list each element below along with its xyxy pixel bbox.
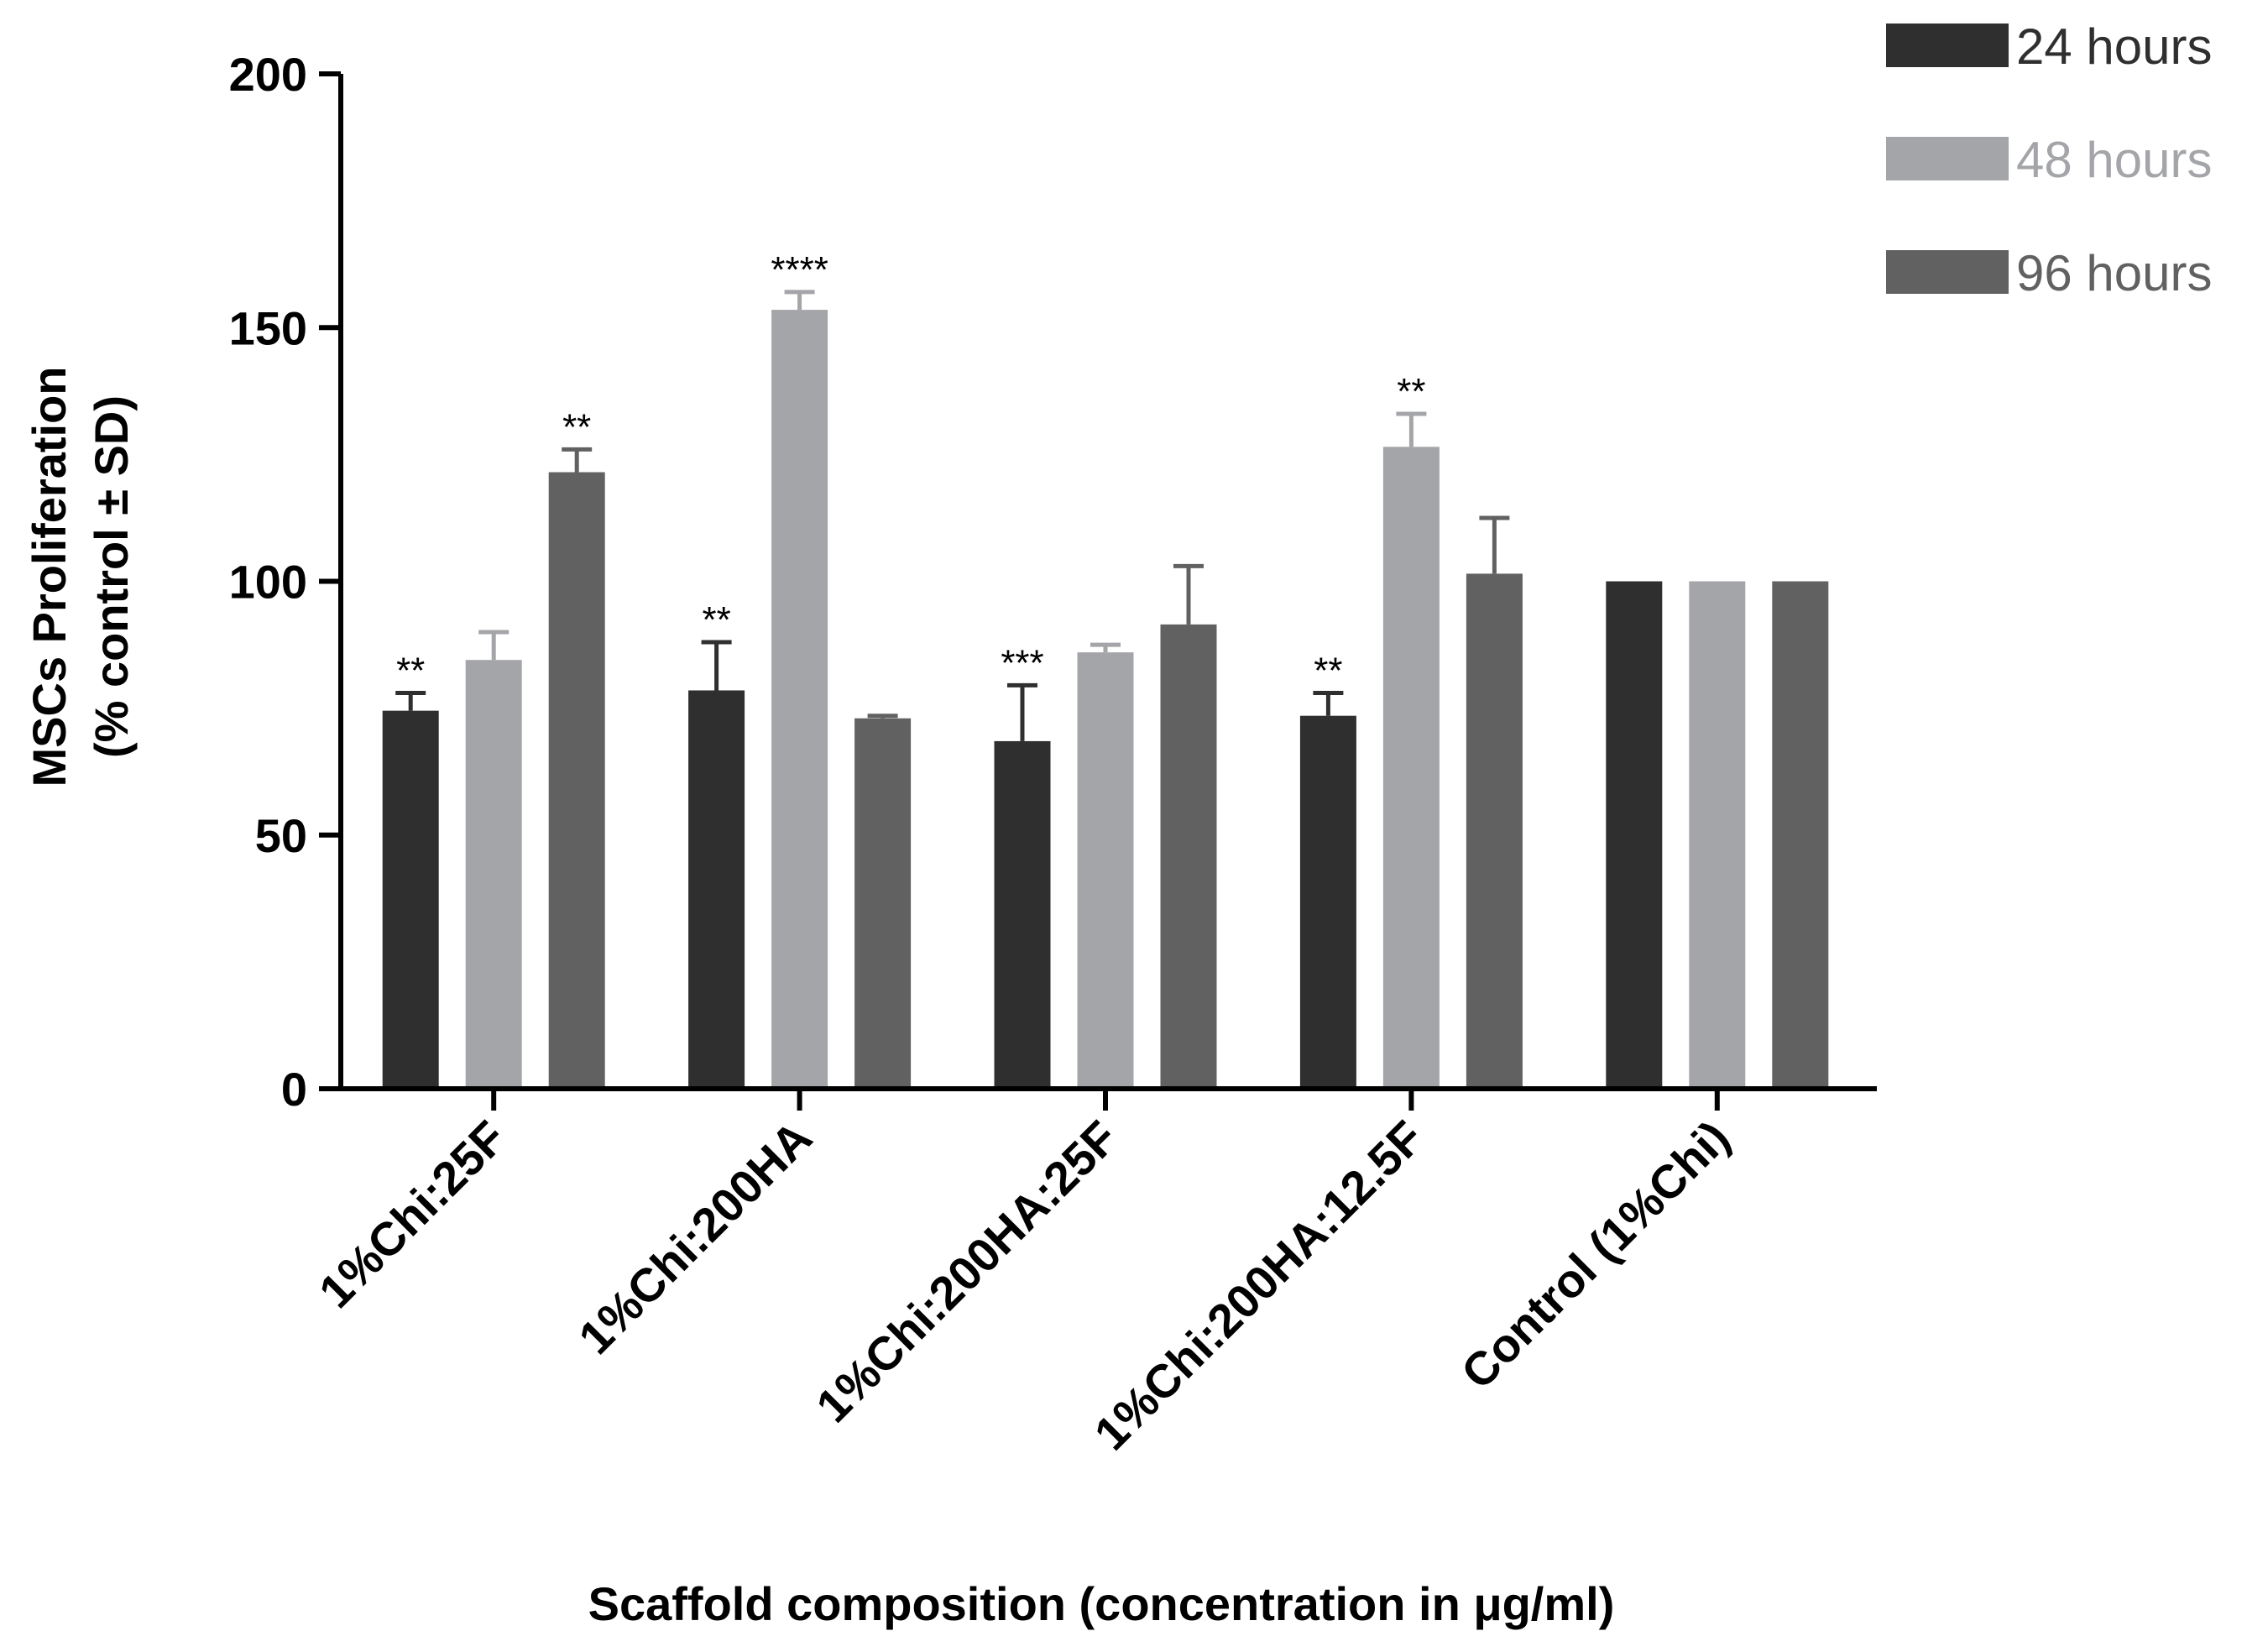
legend-label: 24 hours: [2016, 18, 2213, 75]
legend-swatch: [1886, 137, 2009, 180]
y-tick-label: 0: [281, 1063, 307, 1116]
y-axis-title-line-1: MSCs Proliferation: [23, 367, 76, 787]
x-axis-title: Scaffold composition (concentration in μ…: [588, 1577, 1615, 1630]
bar: [994, 740, 1051, 1089]
x-tick-label: 1%Chi:200HA:12.5F: [1084, 1111, 1433, 1460]
y-axis-title-line-2: (% control ± SD): [85, 395, 138, 758]
bar: [382, 710, 439, 1089]
x-tick-label: Control (1%Chi): [1451, 1111, 1740, 1399]
x-tick-label: 1%Chi:200HA: [568, 1111, 822, 1364]
legend-label: 48 hours: [2016, 132, 2213, 188]
significance-marker: **: [1314, 650, 1342, 691]
y-tick-label: 50: [255, 809, 307, 862]
bar: [1382, 447, 1440, 1089]
x-tick-label: 1%Chi:25F: [309, 1111, 516, 1318]
bar: [854, 718, 912, 1089]
bar: [1606, 581, 1663, 1089]
legend-label: 96 hours: [2016, 245, 2213, 301]
bar: [465, 660, 522, 1089]
bar: [1689, 581, 1746, 1089]
significance-marker: **: [702, 599, 730, 640]
legend-swatch: [1886, 24, 2009, 67]
y-tick-label: 100: [229, 556, 307, 609]
significance-marker: ****: [771, 249, 828, 290]
bar: [548, 472, 605, 1089]
bar: [1466, 573, 1523, 1089]
significance-marker: ***: [1001, 642, 1043, 683]
bar: [1077, 652, 1134, 1089]
plot-area: ****1%Chi:25F******1%Chi:200HA***1%Chi:2…: [229, 48, 1877, 1460]
significance-marker: **: [562, 406, 591, 447]
bar: [1299, 715, 1356, 1089]
x-tick-label: 1%Chi:200HA:25F: [806, 1111, 1127, 1432]
y-tick-label: 150: [229, 301, 307, 354]
legend-swatch: [1886, 250, 2009, 294]
significance-marker: **: [1397, 371, 1425, 412]
legend: 24 hours 48 hours 96 hours: [1886, 18, 2213, 301]
bar: [688, 690, 745, 1089]
significance-marker: **: [396, 650, 425, 691]
bar: [1772, 581, 1829, 1089]
y-tick-label: 200: [229, 48, 307, 101]
bar: [771, 310, 828, 1089]
bar: [1160, 624, 1217, 1089]
